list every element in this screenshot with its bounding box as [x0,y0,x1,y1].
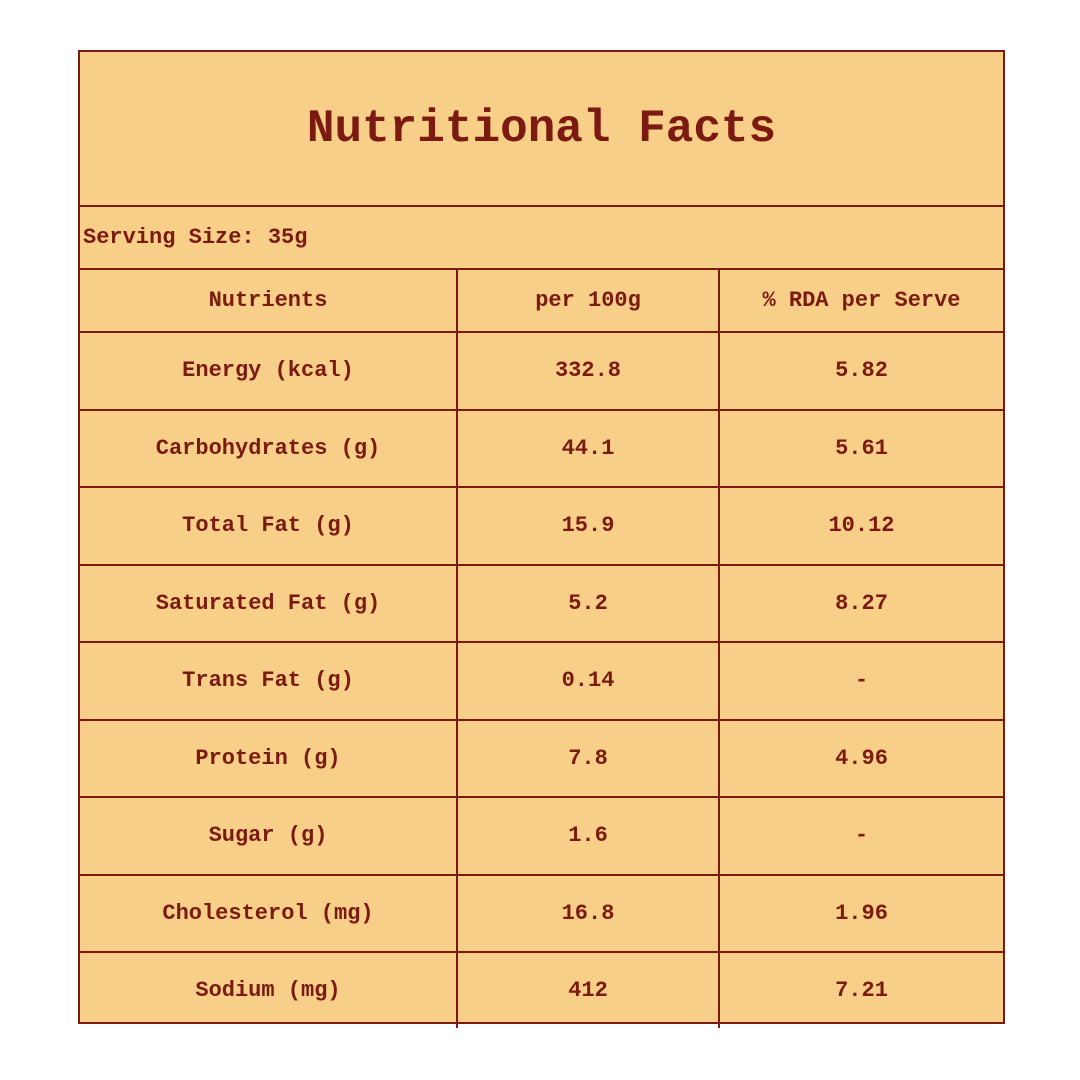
table-row: Protein (g) 7.8 4.96 [80,720,1003,798]
table-cell: 4.96 [835,745,888,771]
table-row: Sodium (mg) 412 7.21 [80,953,1003,1028]
table-cell: 1.96 [835,900,888,926]
table-row: Energy (kcal) 332.8 5.82 [80,333,1003,411]
column-header: % RDA per Serve [762,288,961,313]
table-cell: Trans Fat (g) [80,643,458,719]
title: Nutritional Facts [80,52,1003,207]
column-header: per 100g [458,270,720,331]
table-cell: Sugar (g) [80,798,458,874]
table-cell: 412 [458,953,720,1028]
table-cell: - [854,668,869,694]
table-cell: 7.8 [458,720,720,796]
table-cell: 15.9 [458,488,720,564]
table-cell: 10.12 [828,513,895,539]
column-header: Nutrients [80,270,458,331]
table-cell: 332.8 [458,333,720,409]
table-cell: - [854,823,869,849]
table-row: Saturated Fat (g) 5.2 8.27 [80,565,1003,643]
table-cell: Saturated Fat (g) [80,565,458,641]
table-cell: Protein (g) [80,720,458,796]
table-cell: 5.2 [458,565,720,641]
table-row: Cholesterol (mg) 16.8 1.96 [80,875,1003,953]
table-cell: 16.8 [458,875,720,951]
table-cell: Cholesterol (mg) [80,875,458,951]
table-cell: Total Fat (g) [80,488,458,564]
table-cell: Carbohydrates (g) [80,410,458,486]
table-cell: 7.21 [835,978,888,1003]
table-row: Total Fat (g) 15.9 10.12 [80,488,1003,566]
table-cell: 5.61 [835,435,888,461]
table-cell: 1.6 [458,798,720,874]
table-row: Sugar (g) 1.6 - [80,798,1003,876]
table: Nutrients per 100g % RDA per Serve Energy (… [80,270,1003,1028]
table-cell: 8.27 [835,590,888,616]
header-row: Nutrients per 100g % RDA per Serve [80,270,1003,333]
nutrition-panel: Nutritional Facts Serving Size: 35g Nutr… [78,50,1005,1028]
table-row: Trans Fat (g) 0.14 - [80,643,1003,721]
table-cell: 44.1 [458,410,720,486]
serving-size: Serving Size: 35g [80,207,1003,270]
table-cell: 5.82 [835,358,888,384]
table-cell: Sodium (mg) [80,953,458,1028]
table-row: Carbohydrates (g) 44.1 5.61 [80,410,1003,488]
table-cell: 0.14 [458,643,720,719]
table-cell: Energy (kcal) [80,333,458,409]
